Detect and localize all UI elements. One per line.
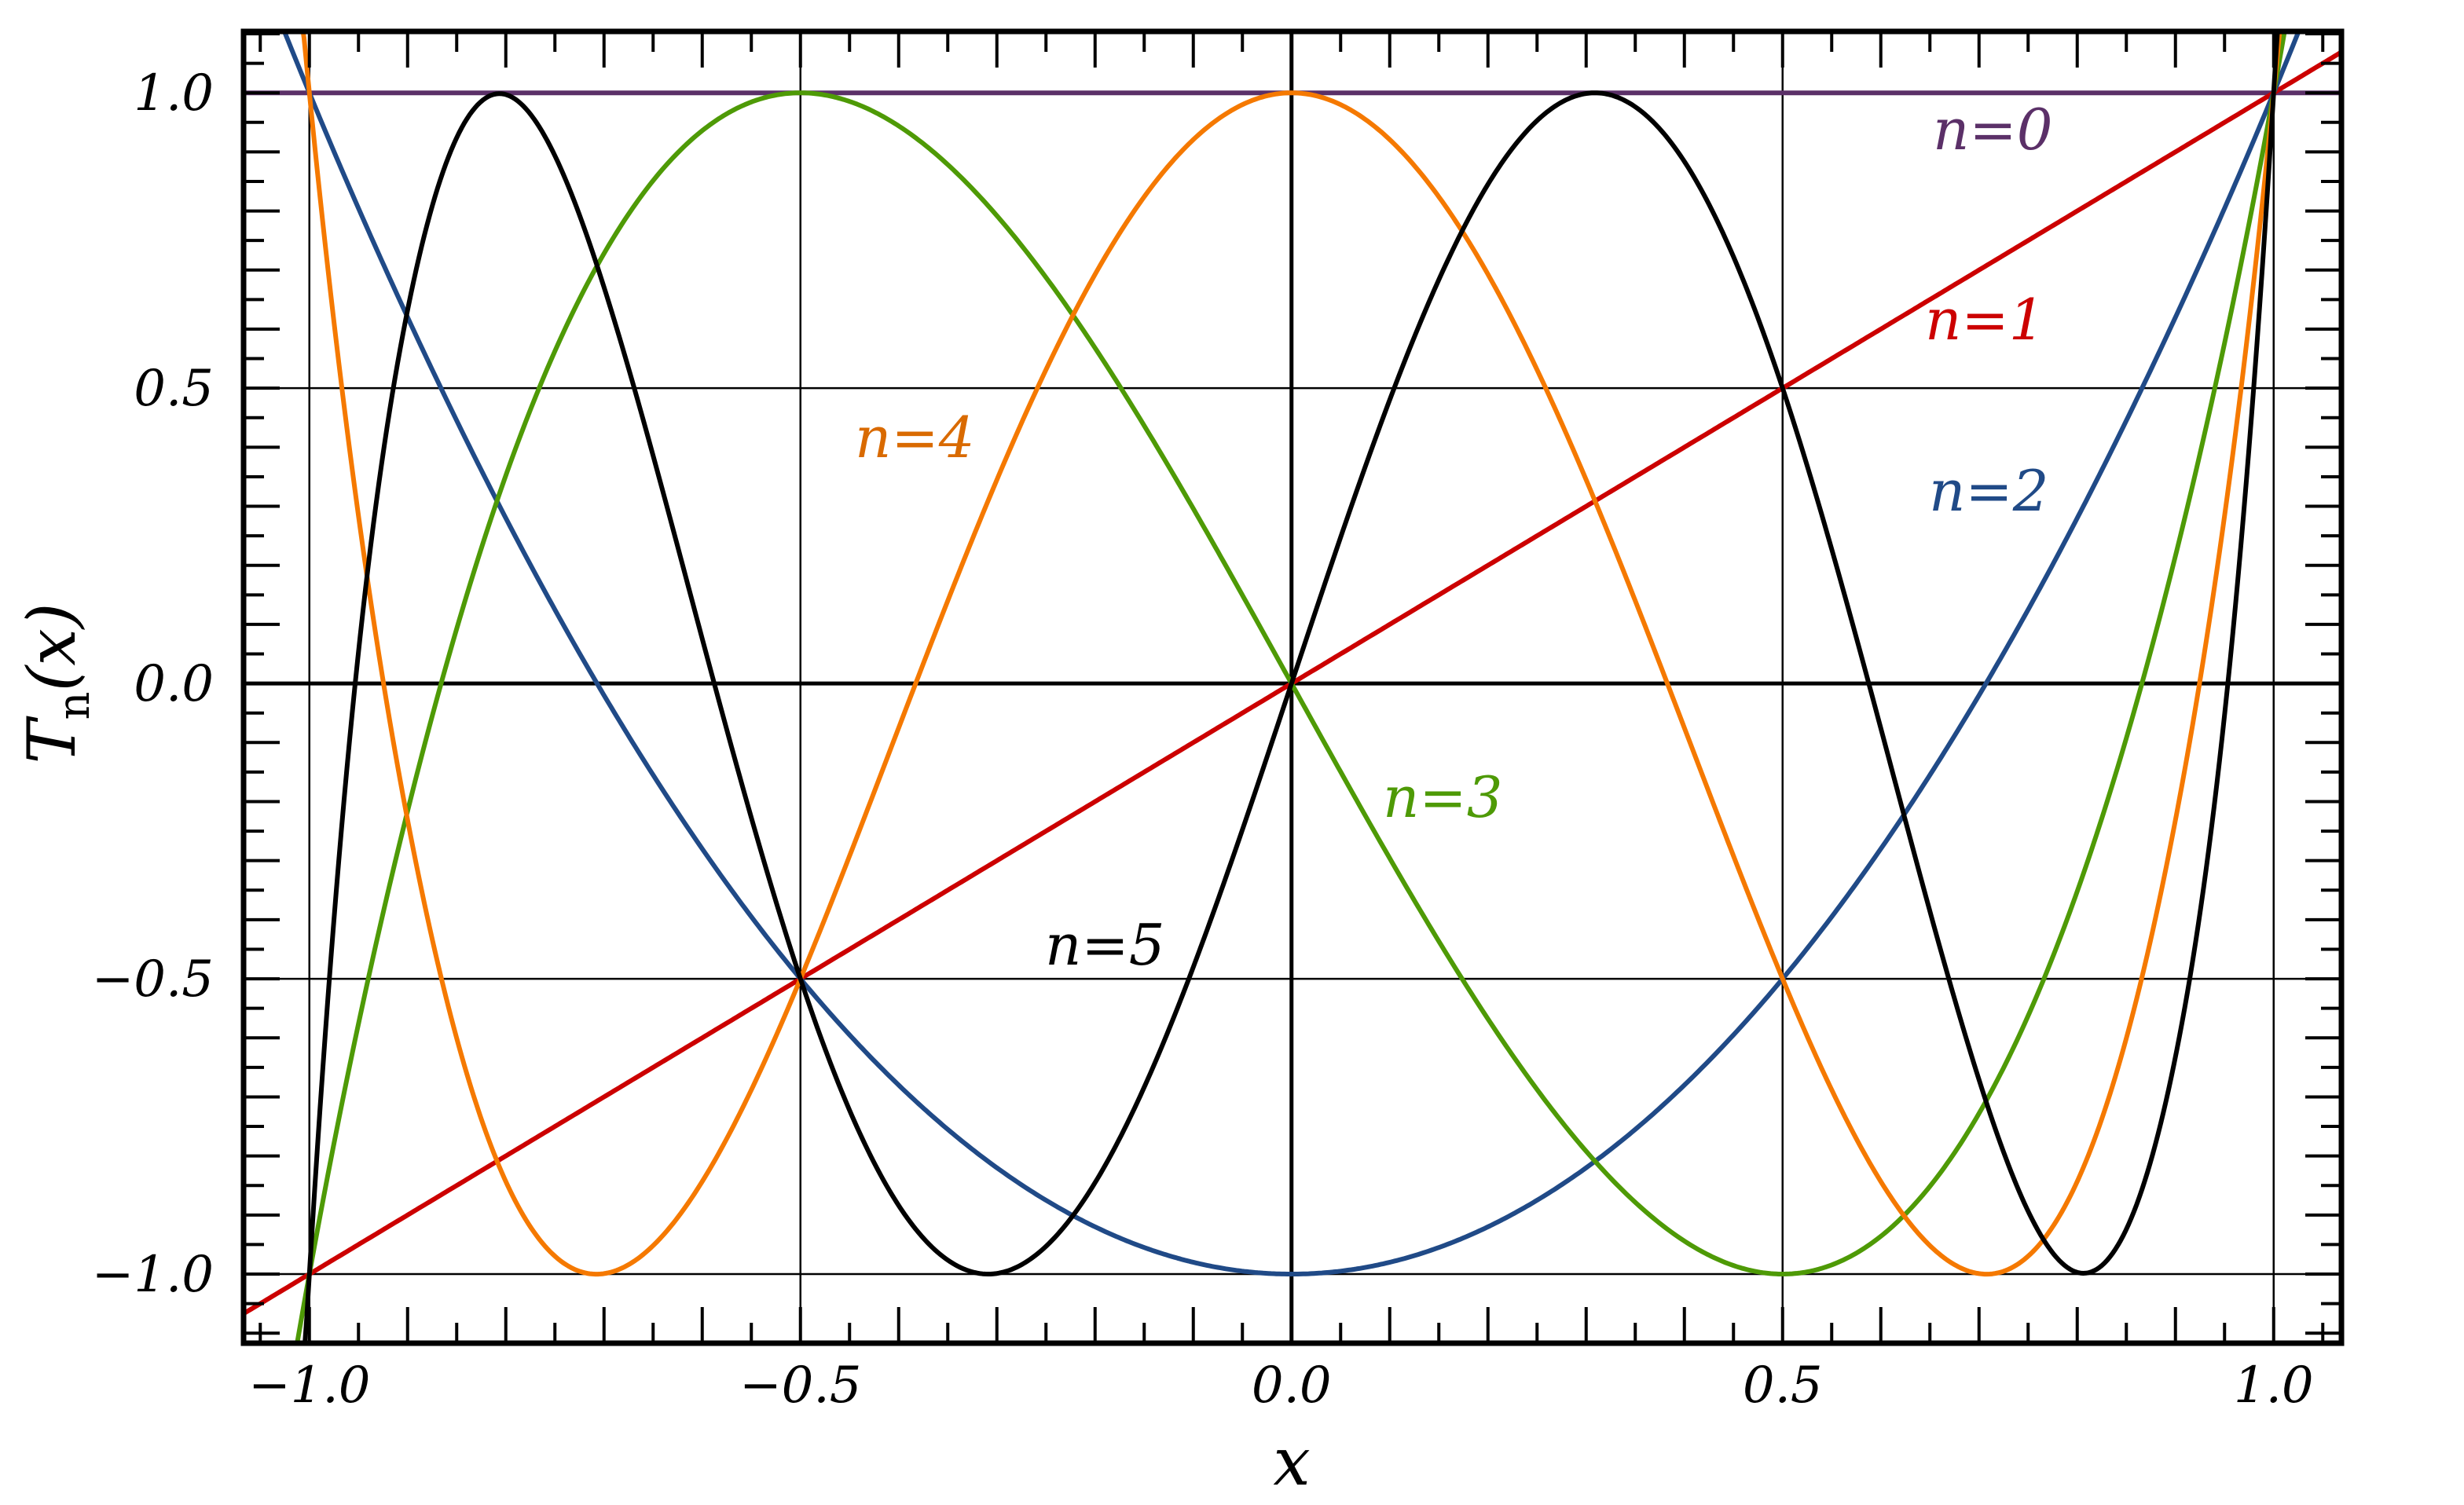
y-axis-label-main: T (13, 716, 90, 764)
y-axis-label: Tn(x) (13, 602, 100, 763)
series-label-n-3: n=3 (1383, 764, 1503, 830)
x-axis-label: x (1273, 1423, 1310, 1500)
series-labels: n=0 n=1 n=2 n=3 n=4 n=5 (855, 97, 2053, 978)
series-line-n-2 (281, 31, 2301, 1276)
y-tick-label: −1.0 (92, 1246, 214, 1304)
ticks (244, 31, 2341, 1343)
y-tick-label: 1.0 (134, 64, 214, 123)
tick-labels: −1.0 −0.5 0.0 0.5 1.0 1.0 0.5 0.0 −0.5 −1.0 (92, 64, 2314, 1415)
series-label-n-5: n=5 (1045, 912, 1165, 978)
y-axis-label-subscript: n (49, 691, 100, 720)
x-tick-label: −1.0 (248, 1357, 370, 1415)
x-tick-label: 0.5 (1743, 1357, 1823, 1415)
series-label-n-1: n=1 (1925, 287, 2045, 353)
plot-frame (240, 28, 2345, 1346)
curves (244, 31, 2341, 1343)
series-label-n-4: n=4 (855, 405, 975, 471)
series-line-n-4 (300, 31, 2282, 1277)
series-line-n-5 (302, 31, 2280, 1343)
y-axis-label-suffix: (x) (13, 602, 90, 691)
x-tick-label: −0.5 (739, 1357, 861, 1415)
y-tick-label: 0.5 (134, 360, 214, 418)
y-tick-label: −0.5 (92, 950, 214, 1009)
x-tick-label: 0.0 (1252, 1357, 1332, 1415)
series-label-n-2: n=2 (1929, 458, 2049, 524)
x-tick-label: 1.0 (2234, 1357, 2314, 1415)
y-tick-label: 0.0 (134, 655, 214, 713)
series-label-n-0: n=0 (1933, 97, 2053, 163)
